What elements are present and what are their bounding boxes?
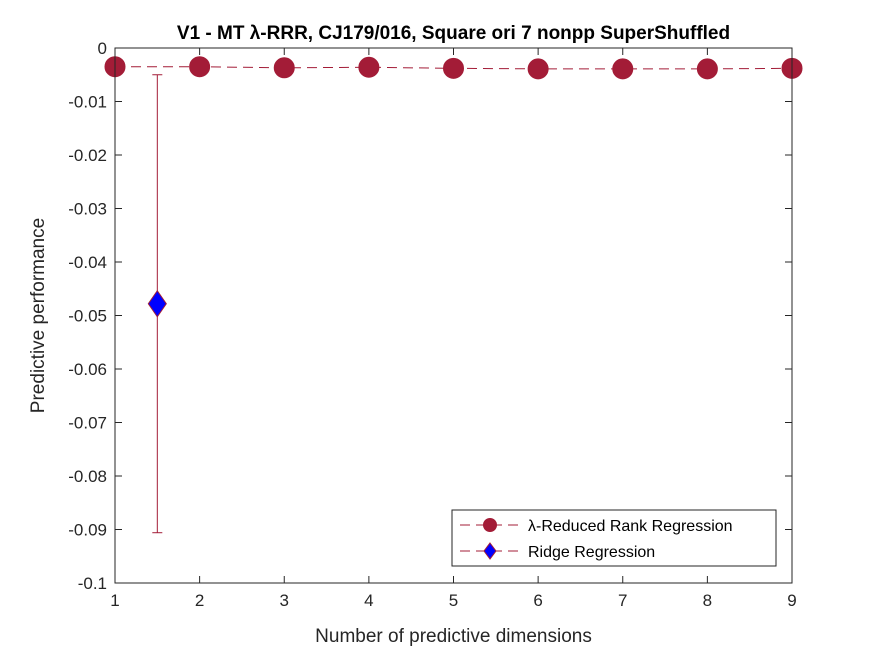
x-axis-label: Number of predictive dimensions — [315, 626, 592, 647]
rrr-point — [527, 58, 549, 80]
y-tick-label: -0.01 — [68, 93, 107, 112]
y-tick-label: -0.06 — [68, 360, 107, 379]
rrr-point — [443, 57, 464, 79]
rrr-point — [696, 58, 718, 80]
x-tick-label: 2 — [195, 591, 204, 610]
x-tick-label: 6 — [533, 591, 542, 610]
rrr-point — [189, 56, 211, 78]
legend-label-ridge: Ridge Regression — [528, 544, 655, 561]
legend-label-rrr: λ-Reduced Rank Regression — [528, 518, 733, 535]
y-axis-label: Predictive performance — [28, 218, 49, 413]
y-tick-label: -0.09 — [68, 521, 107, 540]
y-tick-label: -0.1 — [78, 574, 107, 593]
legend-marker-rrr — [483, 518, 497, 532]
y-tick-label: -0.05 — [68, 307, 107, 326]
x-tick-label: 5 — [449, 591, 458, 610]
y-tick-label: -0.04 — [68, 253, 107, 272]
legend-box — [451, 509, 777, 567]
plot-area — [115, 48, 792, 583]
x-tick-label: 4 — [364, 591, 373, 610]
x-tick-label: 3 — [280, 591, 289, 610]
x-tick-label: 9 — [787, 591, 796, 610]
rrr-point — [358, 56, 380, 78]
x-tick-label: 8 — [703, 591, 712, 610]
rrr-point — [612, 58, 634, 80]
ridge-point — [147, 289, 167, 318]
series-layer — [104, 56, 803, 534]
legend-marker-ridge — [483, 542, 497, 560]
legend: λ-Reduced Rank Regression Ridge Regressi… — [451, 509, 777, 567]
y-tick-label: 0 — [98, 39, 107, 58]
x-tick-label: 1 — [110, 591, 119, 610]
rrr-point — [273, 57, 295, 79]
plot-frame — [114, 47, 793, 584]
chart-title: V1 - MT λ-RRR, CJ179/016, Square ori 7 n… — [177, 23, 730, 44]
y-tick-label: -0.07 — [68, 414, 107, 433]
y-tick-label: -0.08 — [68, 467, 107, 486]
y-tick-label: -0.02 — [68, 146, 107, 165]
y-tick-label: -0.03 — [68, 200, 107, 219]
x-tick-label: 7 — [618, 591, 627, 610]
